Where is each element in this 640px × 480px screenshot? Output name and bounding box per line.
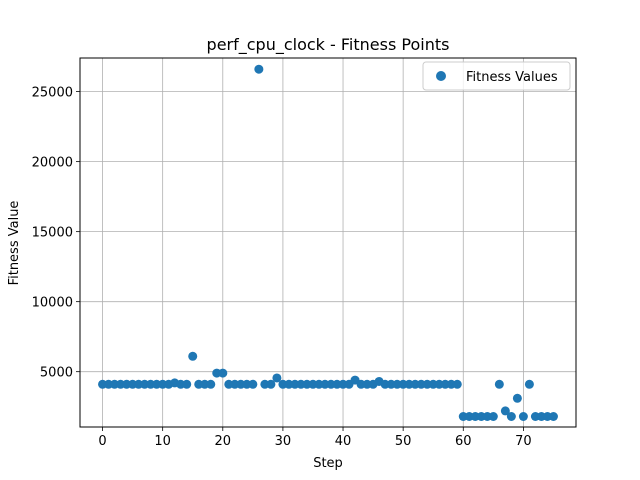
data-point (272, 373, 282, 383)
plot-frame (79, 57, 577, 428)
legend: Fitness Values (422, 61, 571, 91)
y-tick-label: 25000 (32, 86, 73, 101)
data-point (506, 411, 516, 421)
y-tick-label: 5000 (40, 366, 73, 381)
y-tick-label: 10000 (32, 296, 73, 311)
data-point (188, 351, 198, 361)
grid (80, 58, 576, 427)
data-point (452, 379, 462, 389)
x-tick-label: 30 (275, 434, 292, 449)
legend-box (422, 61, 571, 91)
x-tick-label: 40 (335, 434, 352, 449)
y-tick-label: 20000 (32, 156, 73, 171)
x-tick-label: 70 (515, 434, 532, 449)
data-point (512, 393, 522, 403)
data-point (248, 379, 258, 389)
data-point (206, 379, 216, 389)
legend-label: Fitness Values (466, 70, 558, 85)
data-point (254, 64, 264, 74)
legend-marker (436, 71, 446, 81)
data-point (500, 406, 510, 416)
data-point (182, 379, 192, 389)
data-point (518, 411, 528, 421)
data-point (494, 379, 504, 389)
data-point (218, 368, 228, 378)
data-point (266, 379, 276, 389)
x-tick-label: 10 (154, 434, 171, 449)
data-points (98, 64, 558, 421)
x-tick-label: 20 (215, 434, 232, 449)
x-tick-label: 50 (395, 434, 412, 449)
x-axis-label: Step (313, 456, 343, 471)
x-tick-label: 0 (98, 434, 106, 449)
data-point (548, 411, 558, 421)
data-point (524, 379, 534, 389)
data-point (488, 411, 498, 421)
chart-title: perf_cpu_clock - Fitness Points (207, 35, 450, 55)
axis-ticks: 0 10 20 30 40 50 60 70 5000 10000 15000 20000 25000 (32, 86, 532, 449)
y-tick-label: 15000 (32, 226, 73, 241)
x-tick-label: 60 (455, 434, 472, 449)
y-axis-label: Fitness Value (7, 201, 22, 286)
